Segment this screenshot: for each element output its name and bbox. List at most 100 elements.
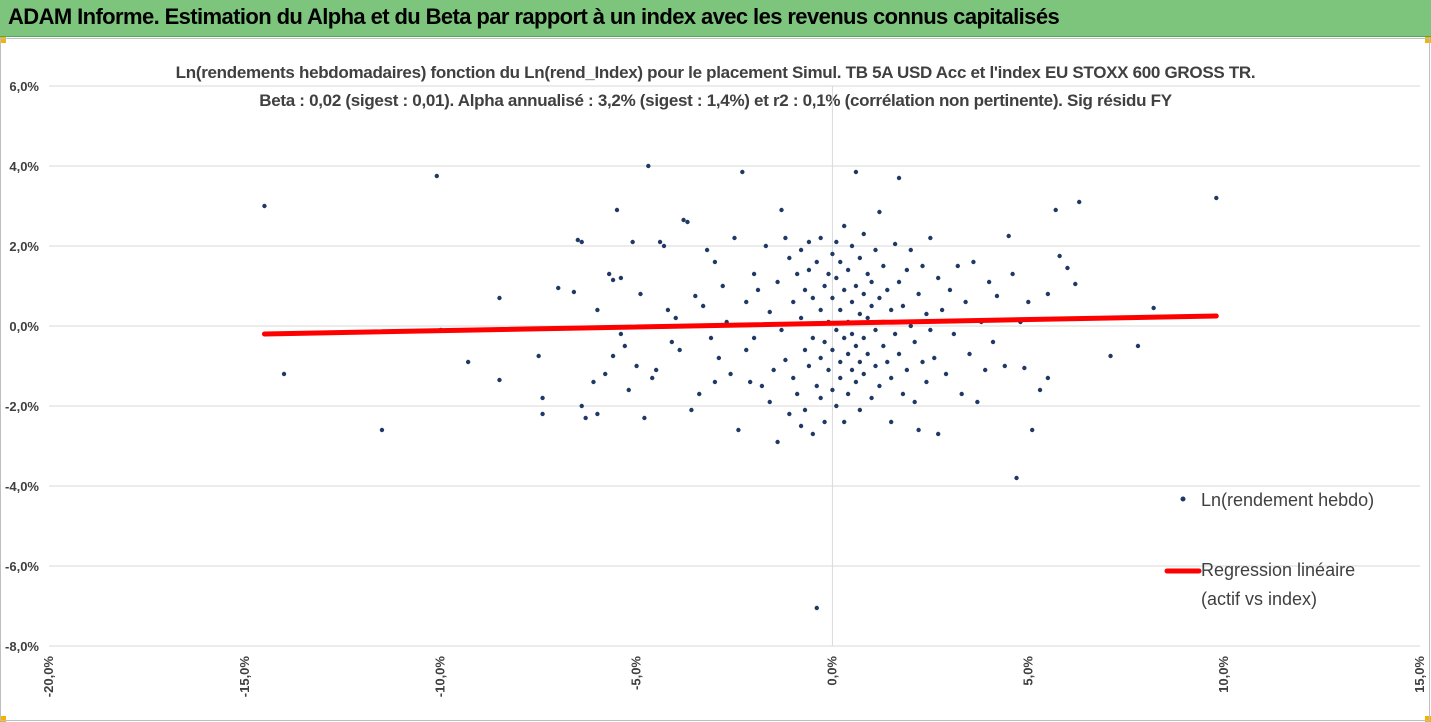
data-point: [1053, 207, 1058, 213]
chart-subtitle: Beta : 0,02 (sigest : 0,01). Alpha annua…: [259, 91, 1172, 110]
data-point: [1030, 427, 1035, 433]
data-point: [787, 411, 792, 417]
data-point: [689, 407, 694, 413]
x-tick-label: -20,0%: [41, 656, 56, 698]
data-point: [881, 343, 886, 349]
data-point: [826, 271, 831, 277]
corner-marker-bottom-right: [1425, 716, 1431, 722]
corner-marker-top-left: [0, 37, 6, 43]
data-point: [783, 357, 788, 363]
data-point: [579, 239, 584, 245]
data-point: [857, 359, 863, 365]
data-point: [791, 299, 796, 305]
data-point: [935, 431, 941, 437]
data-point: [928, 327, 933, 333]
data-point: [900, 303, 906, 309]
data-point: [732, 235, 737, 241]
data-point: [747, 379, 753, 385]
x-tick-label: -15,0%: [237, 656, 252, 698]
data-point: [1010, 271, 1015, 277]
x-tick-label: -5,0%: [629, 656, 644, 690]
data-point: [712, 259, 718, 265]
data-point: [877, 383, 882, 389]
page-title: ADAM Informe. Estimation du Alpha et du …: [8, 4, 1060, 29]
data-point: [771, 367, 776, 373]
data-point: [881, 263, 886, 269]
data-point: [896, 279, 902, 285]
y-tick-label: -8,0%: [5, 639, 39, 654]
y-tick-label: 0,0%: [9, 319, 39, 334]
data-point: [830, 251, 835, 257]
data-point: [704, 247, 710, 253]
data-point: [802, 287, 808, 293]
data-point: [830, 295, 835, 301]
data-point: [1151, 305, 1156, 311]
data-point: [622, 343, 628, 349]
data-point: [896, 175, 902, 181]
data-point: [857, 311, 863, 317]
data-point: [571, 289, 577, 295]
data-point: [806, 363, 812, 369]
data-point: [838, 375, 843, 381]
data-point: [775, 439, 780, 445]
data-point: [1002, 363, 1007, 369]
data-point: [583, 415, 588, 421]
data-point: [849, 243, 855, 249]
data-point: [971, 259, 976, 265]
x-tick-label: 10,0%: [1216, 656, 1231, 693]
data-point: [888, 419, 894, 425]
data-point: [845, 267, 851, 273]
data-point: [849, 331, 855, 337]
data-point: [614, 207, 620, 213]
data-point: [947, 287, 953, 293]
legend-label-regression-sub: (actif vs index): [1201, 589, 1318, 609]
data-point: [818, 307, 823, 313]
data-point: [838, 359, 843, 365]
data-point: [834, 403, 839, 409]
data-point: [1026, 299, 1031, 305]
data-point: [497, 377, 502, 383]
data-point: [841, 287, 847, 293]
data-point: [830, 387, 835, 393]
data-point: [865, 315, 870, 321]
data-point: [861, 335, 866, 341]
legend-label-regression: Regression linéaire: [1201, 560, 1356, 580]
data-point: [861, 231, 866, 237]
data-point: [916, 427, 921, 433]
data-point: [955, 263, 960, 269]
data-point: [1057, 253, 1062, 259]
data-point: [869, 279, 874, 285]
data-point: [603, 371, 608, 377]
data-point: [798, 423, 804, 429]
data-point: [653, 367, 659, 373]
data-point: [708, 335, 714, 341]
data-point: [1135, 343, 1141, 349]
x-tick-label: 5,0%: [1020, 656, 1035, 686]
data-point: [736, 427, 741, 433]
data-point: [610, 277, 616, 283]
data-point: [677, 347, 682, 353]
data-point: [1022, 365, 1027, 371]
data-point: [928, 235, 933, 241]
data-point: [673, 315, 678, 321]
data-point: [892, 241, 898, 247]
data-point: [540, 411, 545, 417]
data-point: [806, 267, 812, 273]
data-point: [595, 411, 600, 417]
data-point: [822, 339, 827, 345]
data-point: [838, 259, 843, 265]
data-point: [591, 379, 596, 385]
data-point: [767, 399, 772, 405]
data-point: [610, 353, 616, 359]
data-point: [939, 307, 945, 313]
data-point: [873, 327, 878, 333]
data-point: [1037, 387, 1043, 393]
data-point: [1214, 195, 1219, 201]
data-point: [853, 169, 859, 175]
data-point: [262, 203, 267, 209]
data-point: [841, 419, 847, 425]
data-point: [888, 375, 894, 381]
data-point: [822, 419, 827, 425]
data-point: [904, 367, 910, 373]
